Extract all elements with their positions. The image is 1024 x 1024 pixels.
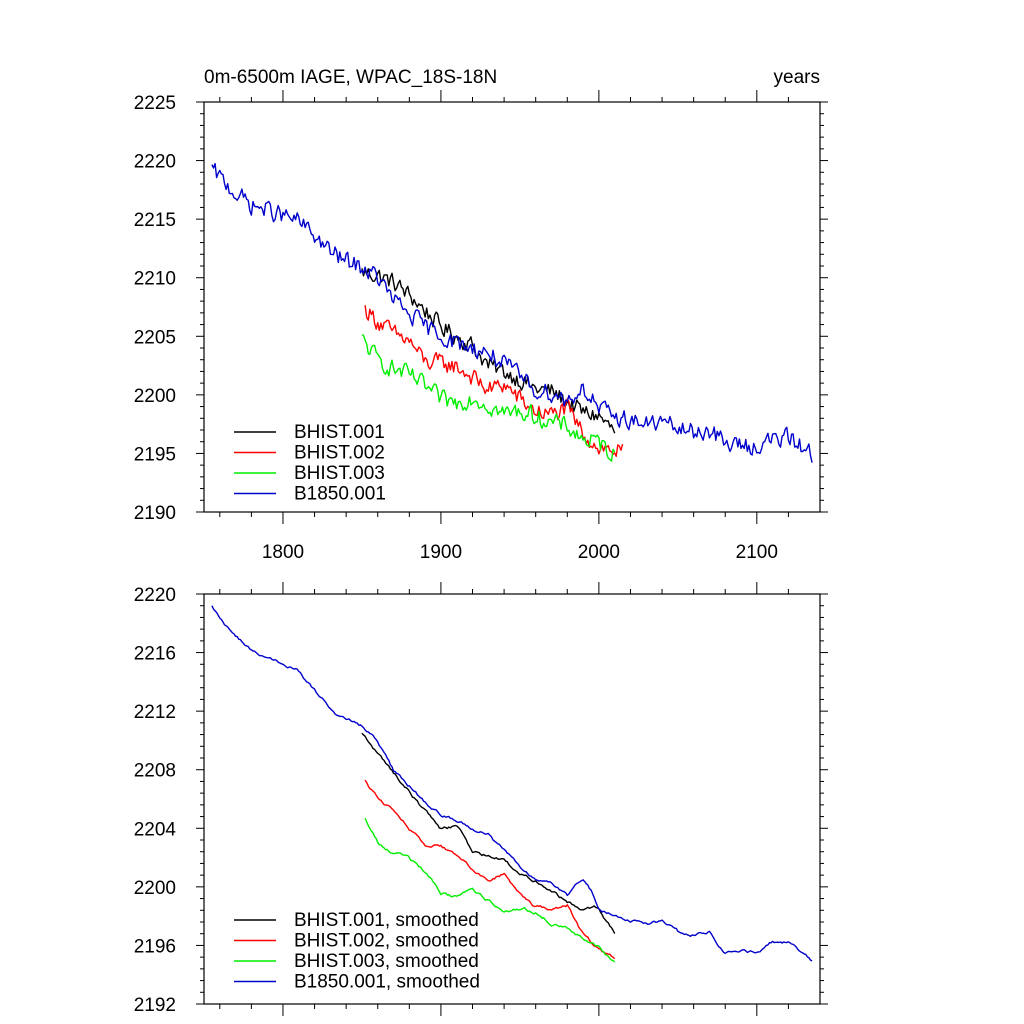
- bottom-panel: 2192 2196 2200 2204 2208 2212 2216 2220 BHIST.00…: [134, 582, 828, 1016]
- series-line-2: [361, 334, 616, 462]
- units-label-0: years: [774, 67, 820, 88]
- y-tick-label: 2212: [134, 702, 176, 723]
- y-tick-label: 2220: [134, 152, 176, 173]
- y-tick-label: 2220: [134, 585, 176, 606]
- y-tick-label: 2192: [134, 995, 176, 1016]
- y-tick-label: 2196: [134, 936, 176, 957]
- x-tick-label: 1800: [262, 542, 304, 563]
- x-tick-label: 2100: [736, 542, 778, 563]
- legend-label: B1850.001, smoothed: [294, 972, 480, 993]
- legend-label: BHIST.003, smoothed: [294, 951, 479, 972]
- series-line-2: [364, 817, 616, 963]
- legend-label: BHIST.003: [294, 463, 385, 484]
- series-line-0: [361, 732, 616, 934]
- y-tick-label: 2195: [134, 444, 176, 465]
- series-line-1: [364, 305, 624, 457]
- y-tick-label: 2200: [134, 878, 176, 899]
- y-tick-label: 2215: [134, 210, 176, 231]
- series-line-0: [361, 268, 616, 434]
- top-panel: 0m-6500m IAGE, WPAC_18S-18N years 2190 21…: [134, 67, 828, 563]
- x-tick-label: 1900: [420, 542, 462, 563]
- legend-label: BHIST.002, smoothed: [294, 931, 479, 952]
- y-tick-label: 2200: [134, 386, 176, 407]
- series-line-3: [211, 605, 813, 962]
- series-line-3: [211, 162, 813, 463]
- y-tick-label: 2216: [134, 644, 176, 665]
- legend-label: BHIST.001, smoothed: [294, 910, 479, 931]
- legend-label: BHIST.001: [294, 422, 385, 443]
- plot-frame: [203, 101, 821, 513]
- y-tick-label: 2205: [134, 327, 176, 348]
- legend-label: BHIST.002: [294, 443, 385, 464]
- y-tick-label: 2190: [134, 503, 176, 524]
- y-tick-label: 2210: [134, 269, 176, 290]
- x-tick-label: 2000: [578, 542, 620, 563]
- title-0: 0m-6500m IAGE, WPAC_18S-18N: [204, 67, 497, 88]
- plot-frame: [203, 593, 821, 1005]
- y-tick-label: 2204: [134, 819, 177, 840]
- y-tick-label: 2225: [134, 93, 176, 114]
- y-tick-label: 2208: [134, 761, 176, 782]
- legend-label: B1850.001: [294, 484, 386, 505]
- series-line-1: [364, 779, 616, 960]
